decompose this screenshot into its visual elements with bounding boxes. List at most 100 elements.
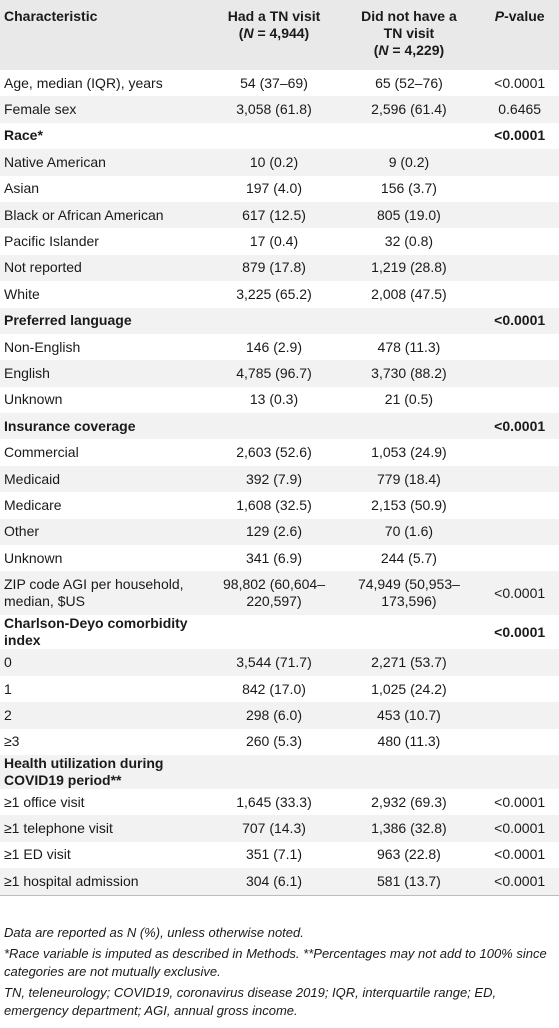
- row-notn-value: 963 (22.8): [377, 846, 441, 863]
- row-notn-value: 2,271 (53.7): [371, 654, 447, 671]
- table-row: Medicaid 392 (7.9) 779 (18.4): [0, 465, 559, 493]
- row-notn-value: 32 (0.8): [384, 233, 434, 250]
- row-tn-value: 13 (0.3): [249, 391, 299, 408]
- row-label: Not reported: [4, 259, 82, 276]
- row-pvalue: [480, 755, 559, 789]
- row-pvalue: <0.0001: [494, 312, 546, 329]
- table-section-row: Health utilization during COVID19 period…: [0, 754, 559, 789]
- row-tn-value: [210, 755, 337, 789]
- table-row: Other 129 (2.6) 70 (1.6): [0, 518, 559, 546]
- row-tn-value: 879 (17.8): [242, 259, 306, 276]
- row-tn-value: 4,785 (96.7): [236, 364, 312, 381]
- row-notn-value: 805 (19.0): [377, 206, 441, 223]
- row-label: ≥1 telephone visit: [4, 820, 113, 837]
- table-section-row: Race* <0.0001: [0, 122, 559, 150]
- table-row: English 4,785 (96.7) 3,730 (88.2): [0, 360, 559, 387]
- row-pvalue: <0.0001: [494, 417, 546, 434]
- row-pvalue: [480, 387, 559, 413]
- table-header-row: Characteristic Had a TN visit (N = 4,944…: [0, 0, 559, 70]
- row-tn-value: 3,544 (71.7): [236, 654, 312, 671]
- row-label: ≥1 hospital admission: [0, 868, 211, 896]
- row-tn-value: 197 (4.0): [245, 180, 303, 197]
- row-tn-value: 351 (7.1): [245, 846, 303, 863]
- row-label: Unknown: [4, 391, 63, 408]
- row-tn-value: 3,225 (65.2): [236, 285, 312, 302]
- row-label: Preferred language: [4, 312, 132, 329]
- row-label: ZIP code AGI per household, median, $US: [4, 576, 184, 610]
- row-notn-value: 2,008 (47.5): [371, 285, 447, 302]
- table-row: Asian 197 (4.0) 156 (3.7): [0, 175, 559, 202]
- row-notn-value: 65 (52–76): [375, 74, 443, 91]
- row-notn-value: 453 (10.7): [377, 706, 441, 723]
- row-label: English: [4, 364, 50, 381]
- row-tn-value: 617 (12.5): [242, 206, 306, 223]
- row-tn-value: 1,645 (33.3): [236, 793, 312, 810]
- row-pvalue: [480, 439, 559, 465]
- header-pvalue: P-value: [494, 8, 545, 24]
- row-label: Charlson-Deyo comorbidity index: [4, 615, 188, 649]
- row-notn-value: 2,596 (61.4): [371, 101, 447, 118]
- row-label: Insurance coverage: [4, 417, 136, 434]
- row-tn-value: [210, 123, 337, 149]
- row-tn-value: 3,058 (61.8): [236, 101, 312, 118]
- table-row: Black or African American 617 (12.5) 805 (…: [0, 201, 559, 229]
- row-label: Black or African American: [4, 206, 164, 223]
- header-notn-line3: (N = 4,229): [373, 42, 445, 58]
- table-row: Age, median (IQR), years 54 (37–69) 65 (52…: [0, 70, 559, 97]
- row-label: Asian: [4, 180, 40, 197]
- row-pvalue: [480, 676, 559, 702]
- row-pvalue: [480, 202, 559, 228]
- row-pvalue: <0.0001: [480, 868, 559, 896]
- row-notn-value: 21 (0.5): [384, 391, 434, 408]
- characteristics-table: Characteristic Had a TN visit (N = 4,944…: [0, 0, 559, 896]
- row-tn-value: 842 (17.0): [242, 680, 306, 697]
- row-tn-value: 1,608 (32.5): [236, 496, 312, 513]
- row-notn-value: 244 (5.7): [380, 549, 437, 566]
- header-tn-visit: Had a TN visit (N = 4,944): [210, 0, 337, 70]
- row-notn-value: [338, 123, 481, 149]
- footnote-race-imputed: *Race variable is imputed as described i…: [4, 946, 547, 979]
- row-pvalue: [480, 729, 559, 755]
- row-tn-value: 54 (37–69): [240, 74, 308, 91]
- table-row: Pacific Islander 17 (0.4) 32 (0.8): [0, 228, 559, 255]
- table-section-row: Charlson-Deyo comorbidity index <0.0001: [0, 615, 559, 650]
- row-pvalue: [480, 281, 559, 307]
- table-row: Unknown 13 (0.3) 21 (0.5): [0, 386, 559, 414]
- table-row: Native American 10 (0.2) 9 (0.2): [0, 149, 559, 176]
- table-body: Age, median (IQR), years 54 (37–69) 65 (52…: [0, 70, 559, 896]
- row-pvalue: 0.6465: [498, 101, 542, 118]
- row-label: Race*: [4, 127, 43, 144]
- row-pvalue: <0.0001: [494, 793, 546, 810]
- row-label: ≥1 office visit: [4, 793, 85, 810]
- row-pvalue: [480, 228, 559, 254]
- row-label: 2: [4, 706, 12, 723]
- row-pvalue: [480, 149, 559, 175]
- table-row: 2 298 (6.0) 453 (10.7): [0, 702, 559, 729]
- row-label: Health utilization during COVID19 period…: [4, 754, 164, 788]
- row-notn-value: 2,932 (69.3): [371, 793, 447, 810]
- row-notn-value: 1,219 (28.8): [371, 259, 447, 276]
- row-pvalue: [480, 360, 559, 386]
- table-row: Non-English 146 (2.9) 478 (11.3): [0, 333, 559, 361]
- row-tn-value: 98,802 (60,604–220,597): [223, 576, 325, 610]
- row-notn-value: 70 (1.6): [384, 523, 434, 540]
- row-pvalue: <0.0001: [494, 127, 546, 144]
- row-notn-value: 480 (11.3): [377, 733, 441, 750]
- row-pvalue: [480, 334, 559, 360]
- row-tn-value: [210, 308, 337, 334]
- table-row: 1 842 (17.0) 1,025 (24.2): [0, 675, 559, 703]
- row-notn-value: 1,025 (24.2): [371, 680, 447, 697]
- header-notn-line1: Did not have a: [361, 8, 457, 24]
- row-pvalue: [480, 702, 559, 728]
- row-notn-value: [338, 413, 481, 439]
- table-row: ≥1 ED visit 351 (7.1) 963 (22.8) <0.0001: [0, 841, 559, 869]
- row-tn-value: 129 (2.6): [245, 523, 303, 540]
- row-notn-value: [338, 755, 481, 789]
- table-row: ≥1 telephone visit 707 (14.3) 1,386 (32.8)…: [0, 815, 559, 842]
- table-row: Medicare 1,608 (32.5) 2,153 (50.9): [0, 492, 559, 519]
- row-label: Medicare: [4, 496, 62, 513]
- row-pvalue: <0.0001: [494, 846, 546, 863]
- row-pvalue: [480, 255, 559, 281]
- row-notn-value: [338, 615, 481, 649]
